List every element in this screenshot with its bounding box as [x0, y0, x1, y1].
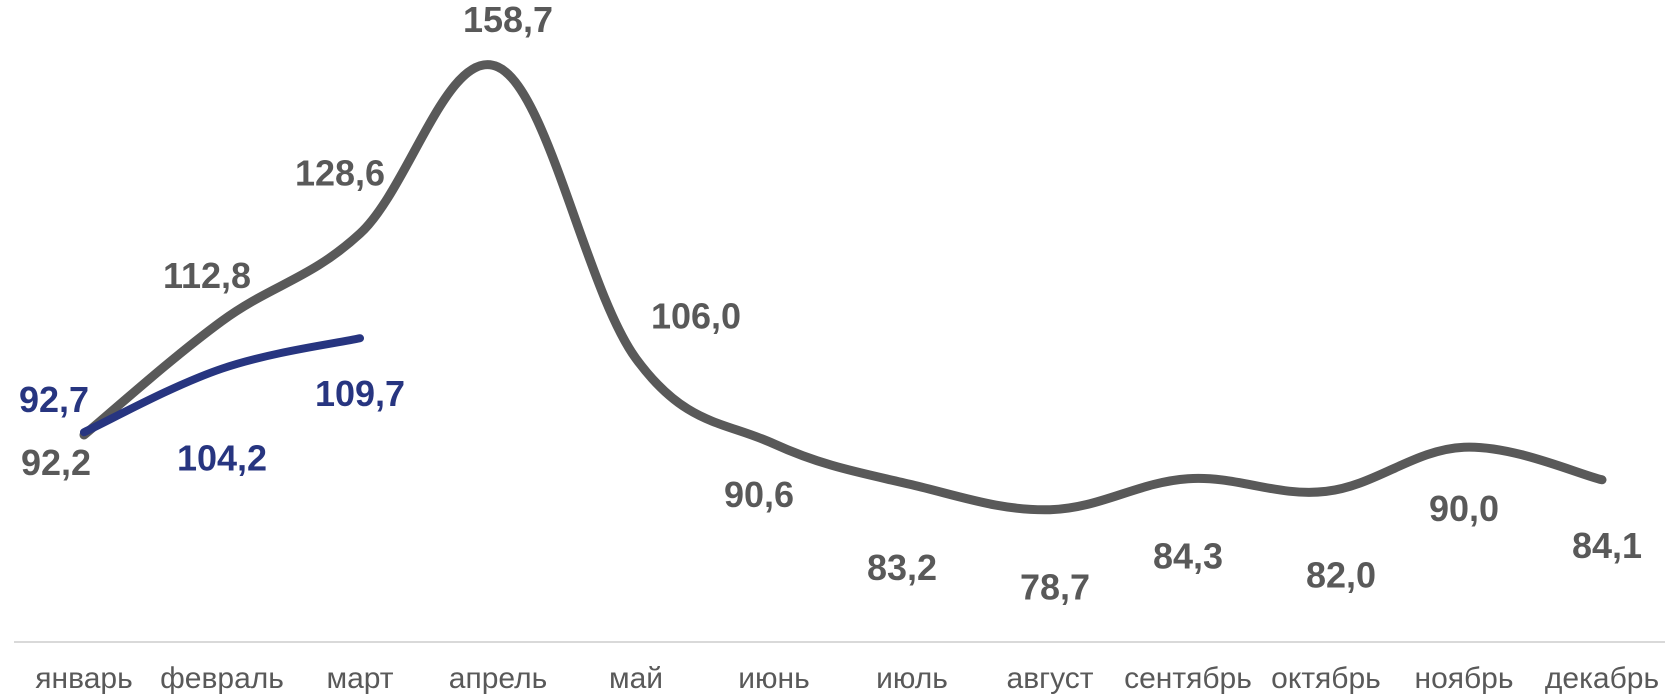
- data-label-s1-11: 90,0: [1429, 488, 1499, 529]
- x-tick-label: июнь: [738, 662, 809, 695]
- data-label-s1-7: 83,2: [867, 547, 937, 588]
- x-tick-label: май: [609, 662, 663, 695]
- data-label-s1-1: 92,2: [21, 442, 91, 483]
- x-tick-layer: январь февраль март апрель май июнь июль август…: [35, 662, 1659, 695]
- series-line-2: [80, 334, 364, 437]
- x-tick-label: март: [326, 662, 393, 695]
- data-label-s2-3: 109,7: [315, 373, 405, 414]
- data-label-s1-10: 82,0: [1306, 554, 1376, 595]
- x-tick-label: сентябрь: [1124, 662, 1252, 695]
- data-label-s1-3: 128,6: [295, 153, 385, 194]
- data-label-layer: 92,2 112,8 128,6 158,7 106,0 90,6 83,2 78,7 84,3…: [19, 0, 1642, 608]
- data-label-s1-12: 84,1: [1572, 525, 1642, 566]
- data-label-s1-4: 158,7: [463, 0, 553, 40]
- x-tick-label: январь: [35, 662, 132, 695]
- x-tick-label: август: [1007, 662, 1094, 695]
- series-layer: [79, 60, 1607, 515]
- x-tick-label: октябрь: [1271, 662, 1381, 695]
- x-tick-label: апрель: [449, 662, 547, 695]
- data-label-s2-1: 92,7: [19, 379, 89, 420]
- x-tick-label: ноябрь: [1415, 662, 1514, 695]
- series-line-1: [79, 60, 1607, 515]
- data-label-s1-5: 106,0: [651, 296, 741, 337]
- x-tick-label: февраль: [160, 662, 284, 695]
- data-label-s1-8: 78,7: [1020, 567, 1090, 608]
- data-label-s1-9: 84,3: [1153, 536, 1223, 577]
- x-tick-label: декабрь: [1545, 662, 1659, 695]
- data-label-s1-2: 112,8: [163, 255, 251, 296]
- x-tick-label: июль: [876, 662, 948, 695]
- data-label-s2-2: 104,2: [177, 438, 267, 479]
- data-label-s1-6: 90,6: [724, 474, 794, 515]
